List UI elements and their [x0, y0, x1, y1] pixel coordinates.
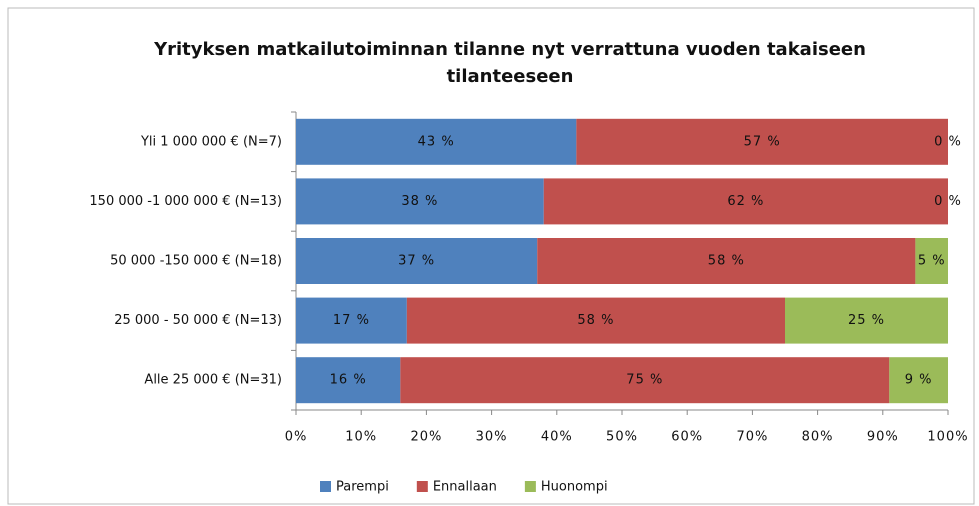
legend-swatch: [416, 481, 428, 492]
x-tick-label: 20%: [410, 430, 442, 445]
data-label: 16 %: [330, 373, 367, 388]
bar-segment: [406, 297, 785, 344]
bar-segment: [296, 178, 544, 225]
bar-segment: [915, 238, 948, 284]
chart-title: Yrityksen matkailutoiminnan tilanne nyt …: [154, 39, 866, 87]
x-tick-label: 30%: [476, 430, 508, 445]
data-label: 62 %: [727, 194, 764, 209]
x-tick-label: 90%: [867, 430, 899, 445]
bar-segment: [296, 118, 577, 165]
legend-label: Parempi: [336, 480, 389, 495]
data-label: 38 %: [401, 194, 438, 209]
data-label: 9 %: [905, 373, 933, 388]
bar-segment: [889, 357, 948, 404]
bar-segment: [543, 178, 948, 225]
bar-segment: [400, 357, 890, 404]
x-tick-label: 40%: [541, 430, 573, 445]
bar-segment: [296, 297, 407, 344]
data-label: 5 %: [918, 254, 946, 269]
data-label: 58 %: [708, 254, 745, 269]
x-tick-label: 100%: [927, 430, 968, 445]
legend-swatch: [320, 481, 331, 492]
bar-segment: [296, 238, 538, 284]
y-tick-label: Yli 1 000 000 € (N=7): [140, 134, 282, 149]
data-label: 75 %: [626, 373, 663, 388]
legend-label: Ennallaan: [433, 480, 497, 495]
data-label: 17 %: [333, 313, 370, 328]
bar-segment: [785, 297, 948, 344]
data-label: 43 %: [418, 134, 455, 149]
y-tick-label: Alle 25 000 € (N=31): [144, 373, 282, 388]
data-label: 58 %: [577, 313, 614, 328]
legend-label: Huonompi: [541, 480, 608, 495]
x-tick-label: 60%: [671, 430, 703, 445]
x-tick-label: 70%: [736, 430, 768, 445]
bar-segment: [537, 238, 916, 284]
bar-segment: [576, 118, 948, 165]
y-tick-label: 150 000 -1 000 000 € (N=13): [89, 194, 282, 209]
bar-segment: [296, 357, 401, 404]
x-tick-label: 50%: [606, 430, 638, 445]
data-label: 57 %: [744, 134, 781, 149]
x-tick-label: 0%: [285, 430, 308, 445]
data-label: 25 %: [848, 313, 885, 328]
y-tick-label: 25 000 - 50 000 € (N=13): [114, 313, 282, 328]
legend-swatch: [524, 481, 536, 492]
x-tick-label: 80%: [802, 430, 834, 445]
data-label: 37 %: [398, 254, 435, 269]
x-tick-label: 10%: [345, 430, 377, 445]
y-tick-label: 50 000 -150 000 € (N=18): [110, 254, 282, 269]
data-label: 0 %: [934, 134, 962, 149]
data-label: 0 %: [934, 194, 962, 209]
